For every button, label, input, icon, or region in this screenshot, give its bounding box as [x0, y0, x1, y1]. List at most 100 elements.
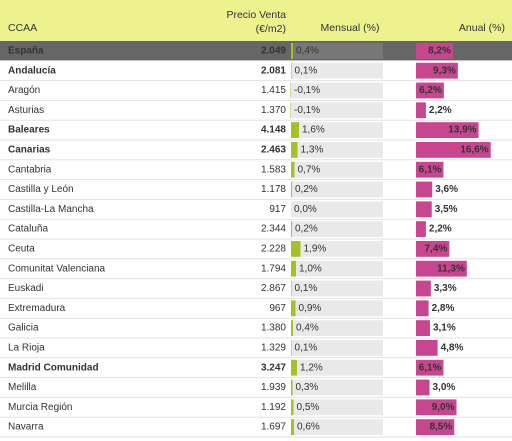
mensual-label: 1,9%: [304, 244, 327, 255]
mensual-bar: [291, 280, 292, 297]
mensual-track: [291, 340, 383, 356]
mensual-label: 1,3%: [301, 145, 324, 156]
anual-label: 11,3%: [437, 263, 465, 274]
mensual-bar: [291, 379, 293, 396]
precio: 2.867: [261, 283, 286, 294]
header-mensual: Mensual (%): [321, 22, 380, 34]
ccaa: Cantabria: [8, 164, 52, 175]
anual-bar: [416, 419, 455, 435]
mensual-label: 0,4%: [296, 323, 319, 334]
mensual-label: 1,0%: [299, 263, 322, 274]
header-ccaa: CCAA: [8, 22, 37, 34]
precio: 2.049: [261, 46, 286, 57]
mensual-track: [291, 201, 383, 218]
mensual-label: 0,1%: [295, 343, 318, 354]
mensual-bar: [291, 122, 299, 138]
mensual-bar: [290, 82, 291, 99]
mensual-bar: [291, 161, 295, 178]
anual-label: 3,5%: [435, 204, 458, 215]
ccaa: Asturias: [8, 105, 44, 116]
anual-bar: [416, 181, 433, 198]
anual-bar: [416, 379, 430, 396]
mensual-track: [291, 359, 383, 376]
anual-label: 2,2%: [429, 224, 452, 235]
row-bg: [0, 41, 512, 61]
mensual-track: [291, 181, 383, 198]
mensual-label: 0,0%: [294, 204, 317, 215]
ccaa: Euskadi: [8, 283, 44, 294]
mensual-track: [291, 122, 383, 138]
ccaa: Baleares: [8, 125, 50, 136]
mensual-label: 0,7%: [298, 164, 321, 175]
mensual-bar: [291, 260, 296, 277]
anual-bar: [416, 340, 438, 356]
mensual-label: -0,1%: [294, 85, 320, 96]
precio: 2.463: [261, 145, 286, 156]
anual-label: 9,3%: [433, 65, 456, 76]
mensual-bar: [291, 359, 297, 376]
anual-label: 9,0%: [432, 402, 455, 413]
mensual-label: 0,6%: [297, 422, 320, 433]
anual-label: 6,1%: [419, 164, 442, 175]
mensual-label: 0,9%: [299, 303, 322, 314]
anual-label: 2,8%: [432, 303, 455, 314]
anual-bar: [416, 122, 479, 138]
precio: 967: [269, 303, 286, 314]
mensual-label: 0,4%: [296, 46, 319, 57]
mensual-bar: [291, 181, 292, 198]
precio: 1.192: [261, 402, 286, 413]
anual-bar: [416, 201, 432, 218]
mensual-track: [291, 161, 383, 178]
ccaa: Canarias: [8, 145, 51, 156]
ccaa: Ceuta: [8, 244, 35, 255]
precio: 1.415: [261, 85, 286, 96]
anual-bar: [416, 142, 491, 158]
anual-label: 13,9%: [448, 125, 476, 136]
anual-label: 6,1%: [419, 362, 442, 373]
ccaa: La Rioja: [8, 343, 45, 354]
precio: 2.344: [261, 224, 286, 235]
anual-bar: [416, 260, 467, 277]
ccaa: España: [8, 46, 44, 57]
mensual-bar: [291, 399, 294, 416]
mensual-bar: [291, 241, 301, 257]
mensual-label: -0,1%: [294, 105, 320, 116]
ccaa: Extremadura: [8, 303, 66, 314]
anual-label: 3,1%: [433, 323, 456, 334]
precio: 4.148: [261, 125, 286, 136]
header-bg: [0, 0, 512, 41]
mensual-bar: [291, 320, 293, 336]
mensual-track: [291, 62, 383, 79]
precio: 1.697: [261, 422, 286, 433]
precio: 1.380: [261, 323, 286, 334]
anual-bar: [416, 241, 450, 257]
mensual-label: 1,6%: [302, 125, 325, 136]
precio: 3.247: [261, 362, 286, 373]
mensual-track: [291, 280, 383, 297]
mensual-track: [291, 300, 383, 317]
ccaa: Andalucía: [8, 65, 56, 76]
precio: 2.081: [261, 65, 286, 76]
precio: 1.178: [261, 184, 286, 195]
mensual-track: [291, 379, 383, 396]
mensual-bar: [291, 300, 296, 317]
ccaa: Castilla-La Mancha: [8, 204, 94, 215]
ccaa: Melilla: [8, 382, 37, 393]
precio: 1.939: [261, 382, 286, 393]
mensual-bar: [291, 62, 292, 79]
mensual-track: [291, 260, 383, 277]
ccaa: Galicia: [8, 323, 39, 334]
mensual-label: 0,2%: [295, 184, 318, 195]
mensual-bar: [291, 221, 292, 237]
anual-bar: [416, 102, 426, 119]
ccaa: Cataluña: [8, 224, 48, 235]
anual-bar: [416, 221, 426, 237]
anual-label: 3,6%: [435, 184, 458, 195]
anual-label: 7,4%: [425, 244, 448, 255]
anual-bar: [416, 82, 444, 99]
ccaa: Aragón: [8, 85, 40, 96]
mensual-bar: [290, 102, 291, 119]
anual-label: 4,8%: [441, 343, 464, 354]
